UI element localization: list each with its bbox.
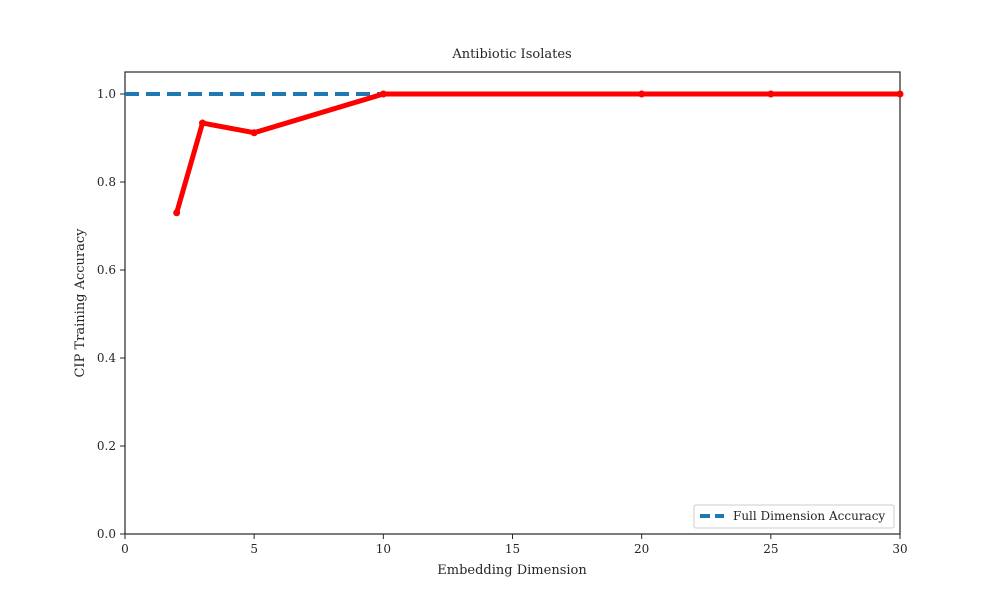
y-tick-label: 0.6 bbox=[97, 263, 116, 277]
data-point bbox=[379, 90, 387, 98]
data-point bbox=[173, 209, 181, 217]
data-point bbox=[199, 119, 206, 127]
x-tick-label: 25 bbox=[763, 542, 778, 556]
y-axis-label: CIP Training Accuracy bbox=[73, 228, 88, 378]
x-tick-label: 15 bbox=[505, 542, 520, 556]
x-axis: 0 5 10 15 20 25 30 bbox=[121, 534, 908, 556]
data-point bbox=[896, 90, 904, 98]
y-tick-label: 0.8 bbox=[97, 175, 116, 189]
y-tick-label: 1.0 bbox=[97, 87, 116, 101]
x-tick-label: 0 bbox=[121, 542, 129, 556]
series-lines bbox=[173, 90, 904, 217]
y-axis: 0.0 0.2 0.4 0.6 0.8 1.0 bbox=[97, 87, 125, 541]
x-tick-label: 10 bbox=[376, 542, 391, 556]
y-tick-label: 0.4 bbox=[97, 351, 116, 365]
x-tick-label: 20 bbox=[634, 542, 649, 556]
y-tick-label: 0.2 bbox=[97, 439, 116, 453]
x-tick-label: 5 bbox=[250, 542, 258, 556]
x-axis-label: Embedding Dimension bbox=[437, 563, 587, 578]
plot-area: 0 5 10 15 20 25 30 0.0 0.2 0.4 0.6 0.8 1.0 bbox=[97, 71, 908, 556]
legend: Full Dimension Accuracy bbox=[693, 504, 895, 529]
legend-box bbox=[693, 504, 895, 529]
y-tick-label: 0.0 bbox=[97, 527, 116, 541]
chart-title: Antibiotic Isolates bbox=[451, 47, 571, 62]
data-point bbox=[767, 90, 775, 98]
data-point bbox=[638, 90, 646, 98]
legend-label-full-dimension-accuracy: Full Dimension Accuracy bbox=[733, 509, 885, 523]
x-tick-label: 30 bbox=[892, 542, 907, 556]
plot-frame bbox=[124, 71, 901, 535]
data-point bbox=[250, 129, 258, 137]
